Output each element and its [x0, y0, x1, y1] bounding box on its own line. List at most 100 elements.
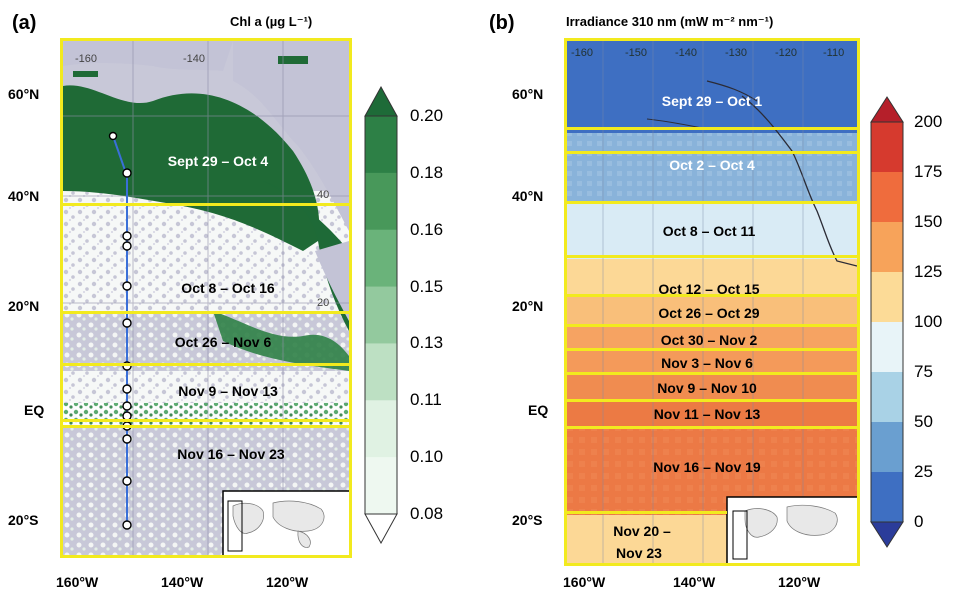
lat-label: 20°N — [8, 298, 40, 314]
colorbar-extend-bottom — [870, 521, 904, 548]
uv-band-label: Oct 12 – Oct 15 — [658, 281, 760, 297]
colorbar-tick-label: 150 — [914, 212, 943, 231]
lat-label: 40°N — [8, 188, 40, 204]
irradiance-colorbar-svg — [870, 96, 904, 548]
chl-colorbar-svg — [364, 85, 398, 545]
colorbar-tick-label: 75 — [914, 362, 933, 381]
inset-world-map — [222, 490, 349, 555]
chl-band-label: Nov 16 – Nov 23 — [177, 446, 285, 462]
colorbar-segment — [871, 372, 903, 423]
chl-band-divider — [63, 419, 349, 422]
lat-label: 60°N — [512, 86, 544, 102]
chl-inner-label: -160 — [75, 53, 98, 65]
chl-band-label: Oct 8 – Oct 16 — [181, 280, 275, 296]
lat-label: 20°S — [8, 512, 39, 528]
colorbar-tick-label: 175 — [914, 162, 943, 181]
uv-inner-label: -110 — [823, 47, 845, 59]
lat-label: EQ — [528, 402, 549, 418]
colorbar-segment — [365, 400, 397, 458]
chl-band-label: Nov 9 – Nov 13 — [178, 383, 278, 399]
colorbar-extend-bottom — [364, 513, 398, 545]
colorbar-segment — [871, 272, 903, 323]
uv-band-divider — [567, 151, 857, 154]
uv-band-divider — [567, 255, 857, 258]
colorbar-segment — [365, 457, 397, 515]
chl-band-divider — [63, 363, 349, 366]
colorbar-segment — [365, 116, 397, 174]
colorbar-segment — [365, 229, 397, 288]
colorbar-segment — [871, 172, 903, 223]
colorbar-tick-label: 0.13 — [410, 333, 444, 353]
colorbar-segment — [871, 472, 903, 523]
uv-band-label: Oct 2 – Oct 4 — [669, 157, 755, 173]
irradiance-map: Sept 29 – Oct 1 Oct 2 – Oct 4 Oct 8 – Oc… — [564, 38, 860, 566]
uv-band-divider — [567, 426, 857, 429]
lon-label: 120°W — [266, 574, 309, 590]
chl-band-label: Sept 29 – Oct 4 — [167, 153, 269, 169]
colorbar-tick-label: 0.15 — [410, 276, 444, 296]
chl-map-svg — [63, 41, 349, 555]
uv-band-divider — [567, 511, 727, 514]
irradiance-colorbar — [870, 96, 904, 548]
panel-b-title-text: Irradiance 310 nm (mW m⁻² nm⁻¹) — [566, 14, 774, 29]
lat-label: 40°N — [512, 188, 544, 204]
colorbar-frame — [870, 121, 904, 523]
colorbar-tick-label: 0 — [914, 512, 924, 531]
lat-label: 60°N — [8, 86, 40, 102]
lon-label: 160°W — [563, 574, 606, 590]
chl-inner-label: -140 — [183, 53, 206, 65]
uv-inner-label: -120 — [775, 47, 798, 59]
uv-band-divider — [567, 348, 857, 351]
colorbar-segment — [365, 343, 397, 401]
colorbar-tick-label: 100 — [914, 312, 943, 331]
colorbar-tick-label: 200 — [914, 112, 943, 131]
chl-band-divider — [63, 311, 349, 314]
uv-inner-label: -160 — [571, 47, 594, 59]
colorbar-tick-label: 0.08 — [410, 504, 444, 523]
panel-a-title: Chl a (µg L⁻¹) — [230, 14, 312, 30]
colorbar-extend-top — [870, 96, 904, 123]
uv-band-divider — [567, 294, 857, 297]
chl-band-divider — [63, 425, 349, 428]
panel-a-title-text: Chl a (µg L⁻¹) — [230, 14, 313, 29]
colorbar-segment — [871, 122, 903, 173]
uv-band-label: Nov 11 – Nov 13 — [653, 406, 761, 422]
colorbar-tick-label: 50 — [914, 412, 933, 431]
panel-b-title: Irradiance 310 nm (mW m⁻² nm⁻¹) — [566, 14, 773, 30]
chl-inner-label: 40 — [317, 189, 330, 201]
colorbar-segment — [871, 222, 903, 273]
chl-colorbar — [364, 85, 398, 545]
lon-label: 160°W — [56, 574, 99, 590]
lat-label: 20°S — [512, 512, 543, 528]
colorbar-segment — [365, 286, 397, 344]
lat-label: EQ — [24, 402, 45, 418]
uv-band-divider — [567, 127, 857, 130]
uv-inner-label: -140 — [675, 47, 698, 59]
station-markers — [108, 131, 132, 530]
uv-band-label: Nov 16 – Nov 19 — [653, 459, 761, 475]
uv-inner-label: -150 — [625, 47, 648, 59]
lon-label: 140°W — [161, 574, 204, 590]
colorbar-tick-label: 125 — [914, 262, 943, 281]
uv-band-label: Nov 23 — [616, 545, 662, 561]
uv-band-divider — [567, 399, 857, 402]
uv-band-divider — [567, 324, 857, 327]
chl-band-divider — [63, 203, 349, 206]
colorbar-tick-label: 0.20 — [410, 106, 444, 125]
uv-inner-label: -130 — [725, 47, 748, 59]
lon-label: 120°W — [778, 574, 821, 590]
colorbar-frame — [364, 115, 398, 515]
colorbar-extend-top — [364, 85, 398, 117]
uv-band-divider — [567, 201, 857, 204]
colorbar-segment — [871, 422, 903, 473]
uv-band-label: Sept 29 – Oct 1 — [661, 93, 763, 109]
uv-band-label: Nov 9 – Nov 10 — [657, 380, 757, 396]
uv-band-label: Nov 20 – — [613, 523, 671, 539]
colorbar-tick-label: 25 — [914, 462, 933, 481]
irradiance-map-svg — [567, 41, 857, 563]
uv-band-label: Oct 8 – Oct 11 — [662, 223, 756, 239]
colorbar-segment — [365, 172, 397, 231]
panel-b-letter: (b) — [489, 12, 515, 34]
panel-a-letter: (a) — [12, 12, 37, 34]
uv-band-divider — [567, 372, 857, 375]
